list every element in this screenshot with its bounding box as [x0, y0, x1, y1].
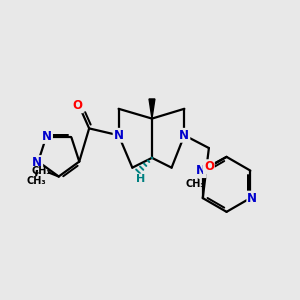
- Text: CH₃: CH₃: [185, 179, 205, 189]
- Text: N: N: [114, 129, 124, 142]
- Text: N: N: [196, 164, 206, 177]
- Polygon shape: [149, 99, 155, 118]
- Text: N: N: [42, 130, 52, 143]
- Text: N: N: [247, 192, 257, 205]
- Text: H: H: [136, 174, 145, 184]
- Text: N: N: [179, 129, 189, 142]
- Text: CH₃: CH₃: [26, 176, 46, 186]
- Text: CH₃: CH₃: [31, 166, 51, 176]
- Text: N: N: [32, 156, 42, 169]
- Text: O: O: [204, 160, 214, 173]
- Text: O: O: [72, 99, 82, 112]
